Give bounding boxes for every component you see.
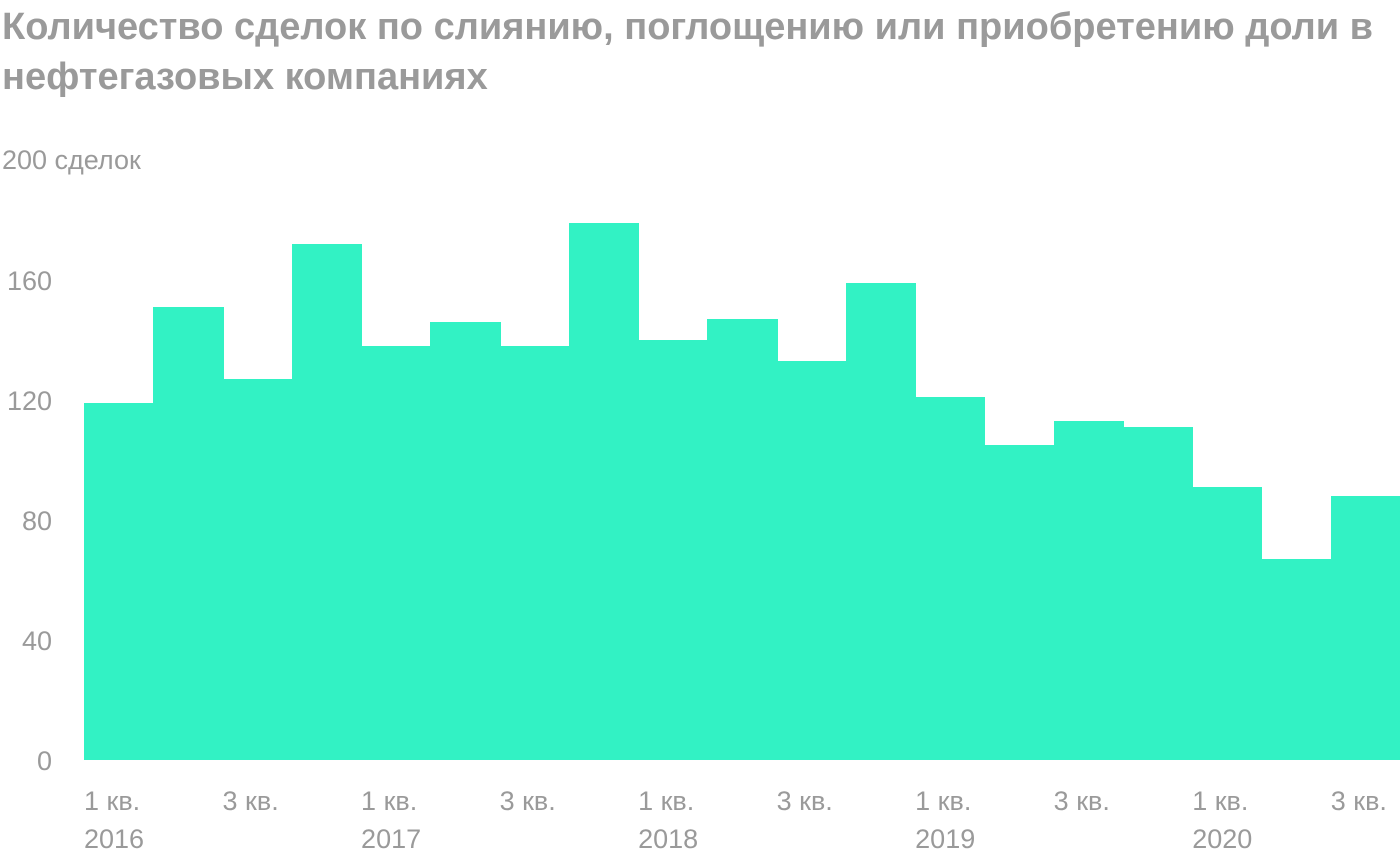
bar-4-кв.-2019 — [1123, 427, 1193, 760]
x-tick-quarter-label: 1 кв. — [638, 786, 694, 816]
bar-3-кв.-2017 — [500, 346, 570, 760]
bar-3-кв.-2016 — [223, 379, 293, 760]
bar-2-кв.-2018 — [707, 319, 778, 760]
y-tick-label: 80 — [22, 506, 52, 536]
x-tick-quarter-label: 1 кв. — [915, 786, 971, 816]
bar-4-кв.-2017 — [569, 223, 639, 760]
bar-2-кв.-2017 — [430, 322, 501, 760]
bar-1-кв.-2020 — [1192, 487, 1262, 760]
bar-4-кв.-2018 — [846, 283, 916, 760]
x-tick-quarter-label: 3 кв. — [777, 786, 833, 816]
x-tick-quarter-label: 1 кв. — [84, 786, 140, 816]
y-tick-label: 120 — [7, 386, 52, 416]
x-tick-quarter-label: 3 кв. — [500, 786, 556, 816]
bar-1-кв.-2016 — [84, 403, 154, 760]
bars-group — [84, 223, 1400, 760]
bar-1-кв.-2019 — [915, 397, 985, 760]
x-tick-year-label: 2018 — [638, 824, 698, 854]
x-tick-quarter-label: 1 кв. — [1192, 786, 1248, 816]
bar-3-кв.-2019 — [1054, 421, 1124, 760]
x-tick-quarter-label: 1 кв. — [361, 786, 417, 816]
x-tick-year-label: 2017 — [361, 824, 421, 854]
x-axis-ticks: 1 кв. 2016 3 кв. 1 кв. 2017 3 кв. 1 кв. 2018 3 к… — [84, 786, 1387, 854]
bar-3-кв.-2018 — [777, 361, 847, 760]
y-axis-unit-label: 200 сделок — [2, 145, 141, 175]
x-tick-quarter-label: 3 кв. — [1054, 786, 1110, 816]
bar-1-кв.-2018 — [638, 340, 708, 760]
chart-title: Количество сделок по слиянию, поглощению… — [2, 6, 1374, 98]
x-tick-year-label: 2016 — [84, 824, 144, 854]
x-tick-quarter-label: 3 кв. — [1331, 786, 1387, 816]
bar-2-кв.-2019 — [984, 445, 1055, 760]
y-tick-label: 0 — [37, 746, 52, 776]
x-tick-year-label: 2019 — [915, 824, 975, 854]
y-tick-label: 160 — [7, 266, 52, 296]
y-tick-label: 40 — [22, 626, 52, 656]
x-tick-year-label: 2020 — [1192, 824, 1252, 854]
bar-1-кв.-2017 — [361, 346, 431, 760]
bar-2-кв.-2016 — [153, 307, 224, 760]
bar-4-кв.-2016 — [292, 244, 362, 760]
y-axis-ticks: 0 40 80 120 160 — [7, 266, 52, 776]
x-tick-quarter-label: 3 кв. — [223, 786, 279, 816]
bar-3-кв.-2020 — [1331, 496, 1400, 760]
bar-2-кв.-2020 — [1261, 559, 1332, 760]
